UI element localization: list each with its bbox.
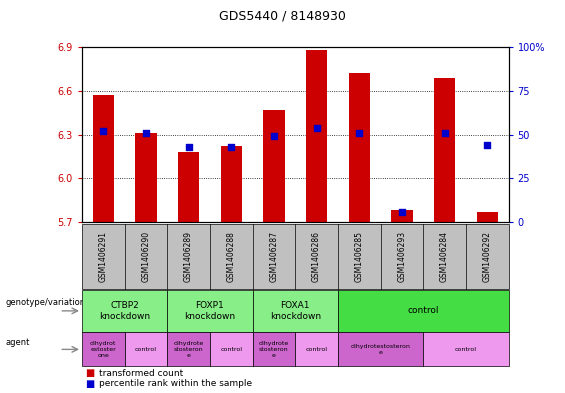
Text: FOXP1
knockdown: FOXP1 knockdown — [184, 301, 236, 321]
Text: control: control — [220, 347, 242, 352]
Text: GSM1406290: GSM1406290 — [141, 231, 150, 282]
Text: CTBP2
knockdown: CTBP2 knockdown — [99, 301, 150, 321]
Text: control: control — [135, 347, 157, 352]
Text: GSM1406292: GSM1406292 — [483, 231, 492, 282]
Point — [483, 142, 492, 148]
Text: dihydrotestosteron
e: dihydrotestosteron e — [351, 344, 410, 355]
Text: control: control — [407, 307, 439, 315]
Bar — [434, 78, 455, 222]
Text: percentile rank within the sample: percentile rank within the sample — [99, 380, 252, 388]
Text: GSM1406291: GSM1406291 — [99, 231, 108, 282]
Bar — [93, 95, 114, 222]
Text: GSM1406287: GSM1406287 — [270, 231, 279, 282]
Point — [440, 130, 449, 136]
Bar — [349, 73, 370, 222]
Bar — [135, 133, 157, 222]
Point — [227, 144, 236, 150]
Text: GSM1406285: GSM1406285 — [355, 231, 364, 282]
Text: GSM1406289: GSM1406289 — [184, 231, 193, 282]
Text: dihydrote
stosteron
e: dihydrote stosteron e — [259, 341, 289, 358]
Bar — [263, 110, 285, 222]
Bar — [220, 146, 242, 222]
Text: dihydrot
estoster
one: dihydrot estoster one — [90, 341, 116, 358]
Bar — [476, 212, 498, 222]
Point — [141, 130, 150, 136]
Text: transformed count: transformed count — [99, 369, 183, 378]
Text: agent: agent — [6, 338, 30, 347]
Text: control: control — [306, 347, 328, 352]
Point — [184, 144, 193, 150]
Text: GDS5440 / 8148930: GDS5440 / 8148930 — [219, 10, 346, 23]
Point — [270, 133, 279, 140]
Point — [99, 128, 108, 134]
Bar — [306, 50, 327, 222]
Text: GSM1406288: GSM1406288 — [227, 231, 236, 282]
Text: control: control — [455, 347, 477, 352]
Bar — [391, 210, 412, 222]
Text: FOXA1
knockdown: FOXA1 knockdown — [270, 301, 321, 321]
Point — [312, 125, 321, 131]
Text: GSM1406286: GSM1406286 — [312, 231, 321, 282]
Text: dihydrote
stosteron
e: dihydrote stosteron e — [173, 341, 204, 358]
Text: GSM1406284: GSM1406284 — [440, 231, 449, 282]
Text: genotype/variation: genotype/variation — [6, 298, 86, 307]
Bar — [178, 152, 199, 222]
Text: ■: ■ — [85, 379, 94, 389]
Point — [355, 130, 364, 136]
Text: GSM1406293: GSM1406293 — [397, 231, 406, 282]
Text: ■: ■ — [85, 368, 94, 378]
Point — [397, 208, 406, 215]
